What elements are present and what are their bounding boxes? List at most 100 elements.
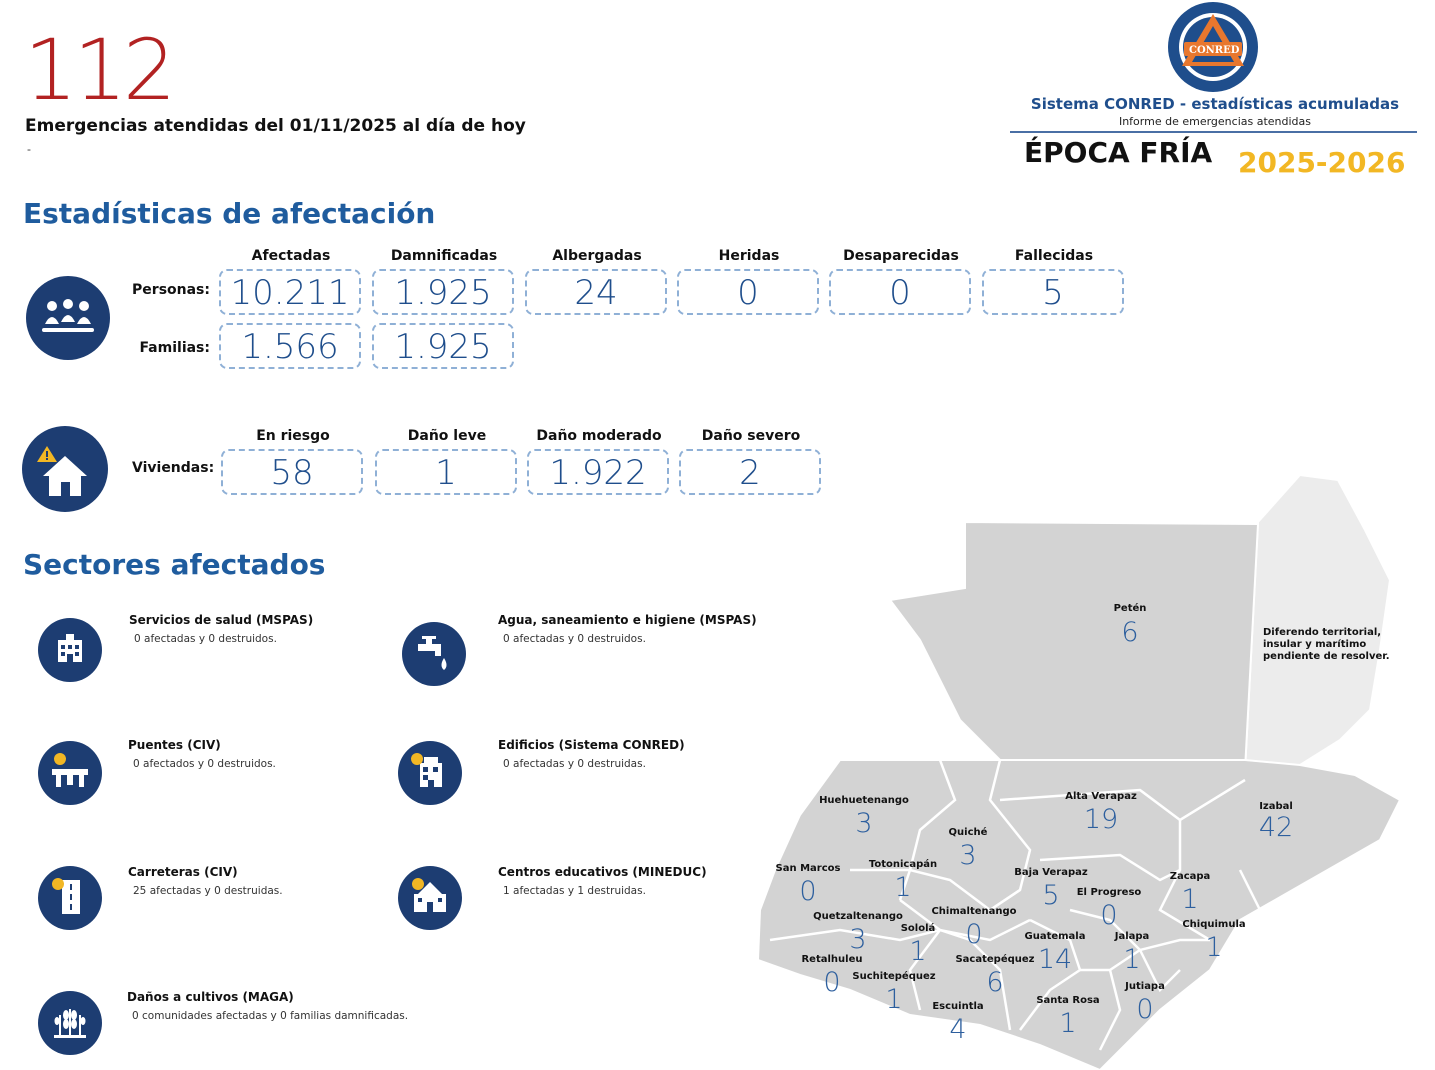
- department-name: Quetzaltenango: [813, 911, 903, 922]
- sector-detail: 0 afectados y 0 destruidos.: [133, 758, 276, 770]
- department-name: Petén: [1113, 603, 1147, 614]
- persons-value-box: 5: [982, 269, 1124, 315]
- department-value: 1: [1205, 932, 1223, 963]
- department-name: Chiquimula: [1182, 919, 1246, 930]
- belize-note: Diferendo territorial, insular y marítim…: [1263, 627, 1390, 662]
- department-name: Quiché: [948, 827, 988, 838]
- stats-section-title: Estadísticas de afectación: [23, 197, 436, 230]
- season-title: ÉPOCA FRÍA: [1024, 136, 1213, 169]
- department-value: 3: [855, 808, 873, 839]
- department-value: 0: [965, 919, 983, 950]
- department-value: 1: [1123, 944, 1141, 975]
- bridge-icon: [38, 741, 102, 805]
- department-value: 0: [799, 876, 817, 907]
- persons-value-box: 1.925: [372, 269, 514, 315]
- department-value: 1: [1059, 1008, 1077, 1039]
- housing-value-box: 2: [679, 449, 821, 495]
- sector-detail: 1 afectadas y 1 destruidas.: [503, 885, 646, 897]
- people-column-header: Heridas: [718, 248, 780, 264]
- department-name: Huehuetenango: [819, 795, 909, 806]
- people-column-header: Albergadas: [552, 248, 642, 264]
- department-name: Sololá: [900, 923, 936, 934]
- department-name: Guatemala: [1024, 931, 1086, 942]
- department-name: Chimaltenango: [931, 906, 1017, 917]
- people-column-header: Damnificadas: [390, 248, 498, 264]
- department-value: 42: [1258, 812, 1294, 843]
- department-value: 4: [949, 1014, 967, 1045]
- peten-region: [888, 520, 1260, 772]
- road-icon: [38, 866, 102, 930]
- sector-title: Carreteras (CIV): [128, 865, 238, 879]
- department-value: 6: [1121, 617, 1139, 648]
- department-name: Escuintla: [932, 1001, 984, 1012]
- housing-value-box: 1: [375, 449, 517, 495]
- department-value: 1: [894, 872, 912, 903]
- department-value: 3: [849, 924, 867, 955]
- sectors-section-title: Sectores afectados: [23, 548, 326, 581]
- sector-detail: 0 afectadas y 0 destruidos.: [134, 633, 277, 645]
- department-name: Jutiapa: [1125, 981, 1165, 992]
- department-name: Alta Verapaz: [1065, 791, 1137, 802]
- school-icon: [398, 866, 462, 930]
- total-emergencies: 112: [24, 21, 176, 119]
- building-icon: [398, 741, 462, 805]
- sector-title: Servicios de salud (MSPAS): [129, 613, 314, 627]
- department-value: 5: [1042, 880, 1060, 911]
- department-value: 6: [986, 967, 1004, 998]
- department-name: Izabal: [1259, 801, 1293, 812]
- belize-region: [1243, 473, 1392, 772]
- department-value: 1: [885, 984, 903, 1015]
- department-name: El Progreso: [1076, 887, 1142, 898]
- department-name: Santa Rosa: [1036, 995, 1100, 1006]
- sector-detail: 0 afectadas y 0 destruidos.: [503, 633, 646, 645]
- hospital-icon: [38, 618, 102, 682]
- sector-detail: 0 afectadas y 0 destruidas.: [503, 758, 646, 770]
- report-subtitle: Informe de emergencias atendidas: [1118, 115, 1312, 128]
- crops-icon: [38, 991, 102, 1055]
- department-name: Totonicapán: [868, 859, 938, 870]
- department-value: 0: [1100, 900, 1118, 931]
- department-name: Jalapa: [1114, 931, 1150, 942]
- department-value: 1: [909, 936, 927, 967]
- families-value-box: 1.566: [219, 323, 361, 369]
- total-subtitle: Emergencias atendidas del 01/11/2025 al …: [25, 116, 526, 136]
- persons-value-box: 0: [677, 269, 819, 315]
- housing-column-header: En riesgo: [256, 428, 330, 444]
- department-value: 1: [1181, 884, 1199, 915]
- housing-label: Viviendas:: [132, 460, 215, 476]
- department-name: Baja Verapaz: [1014, 867, 1088, 878]
- people-column-header: Afectadas: [251, 248, 331, 264]
- season-years: 2025-2026: [1238, 146, 1406, 179]
- people-group-icon: [26, 276, 110, 360]
- department-value: 19: [1083, 804, 1119, 835]
- header-note: -: [27, 142, 31, 156]
- house-warning-icon: [22, 426, 108, 512]
- people-column-header: Desaparecidas: [843, 248, 959, 264]
- sector-detail: 25 afectadas y 0 destruidas.: [133, 885, 283, 897]
- department-value: 0: [823, 967, 841, 998]
- families-label: Familias:: [139, 340, 210, 356]
- persons-label: Personas:: [132, 282, 210, 298]
- persons-value-box: 0: [829, 269, 971, 315]
- header-divider: [1010, 131, 1417, 133]
- department-name: Retalhuleu: [801, 954, 863, 965]
- housing-column-header: Daño leve: [407, 428, 487, 444]
- sector-title: Centros educativos (MINEDUC): [498, 865, 707, 879]
- logo-text: CONRED: [1189, 45, 1240, 56]
- department-name: San Marcos: [775, 863, 841, 874]
- housing-column-header: Daño moderado: [536, 428, 662, 444]
- persons-value-box: 10.211: [219, 269, 361, 315]
- department-name: Zacapa: [1169, 871, 1211, 882]
- sector-title: Puentes (CIV): [128, 738, 221, 752]
- families-value-box: 1.925: [372, 323, 514, 369]
- water-tap-icon: [402, 622, 466, 686]
- conred-logo: [1160, 0, 1266, 94]
- guatemala-map: [756, 473, 1402, 1070]
- department-value: 3: [959, 840, 977, 871]
- department-name: Sacatepéquez: [955, 954, 1035, 965]
- housing-value-box: 1.922: [527, 449, 669, 495]
- sector-title: Agua, saneamiento e higiene (MSPAS): [498, 613, 757, 627]
- housing-column-header: Daño severo: [701, 428, 801, 444]
- department-name: Suchitepéquez: [852, 971, 936, 982]
- sector-title: Edificios (Sistema CONRED): [498, 738, 685, 752]
